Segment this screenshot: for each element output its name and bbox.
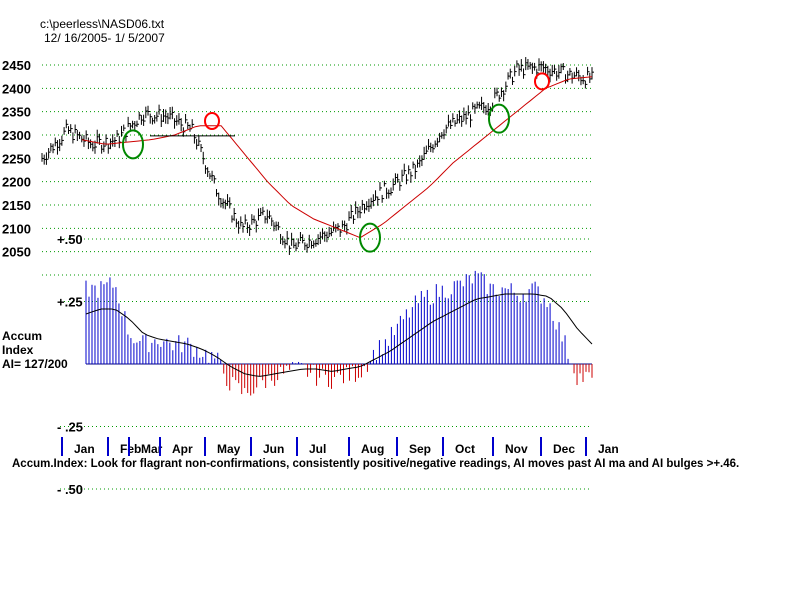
ai-ma-line — [85, 293, 593, 377]
price-tick-label: 2400 — [2, 81, 31, 96]
ai-tick-label: +.25 — [57, 295, 83, 310]
price-moving-average — [81, 76, 593, 239]
sell-signal-circle — [534, 72, 550, 91]
file-path: c:\peerless\NASD06.txt — [40, 17, 165, 31]
price-tick-label: 2100 — [2, 221, 31, 236]
buy-signal-circle — [488, 103, 510, 134]
signal-markers — [122, 72, 550, 253]
ai-tick-label: - .50 — [57, 482, 83, 497]
price-tick-label: 2300 — [2, 128, 31, 143]
ai-bars — [85, 270, 593, 396]
month-label: Nov — [505, 442, 528, 456]
month-label: Jun — [263, 442, 284, 456]
price-y-ticks: 2450240023502300225022002150210020502000 — [0, 58, 40, 283]
price-tick-label: 2350 — [2, 105, 31, 120]
sell-signal-circle — [204, 112, 220, 130]
month-label: Apr — [172, 442, 193, 456]
ai-label-value: AI= 127/200 — [2, 357, 68, 371]
tick-cover — [0, 271, 40, 283]
month-label: Jul — [309, 442, 326, 456]
month-label: Jan — [598, 442, 619, 456]
ai-label-accum: Accum — [2, 329, 43, 343]
ai-moving-average — [85, 293, 593, 377]
price-tick-label: 2450 — [2, 58, 31, 73]
ai-label-index: Index — [2, 343, 34, 357]
month-label: Aug — [361, 442, 384, 456]
buy-signal-circle — [122, 129, 144, 160]
price-tick-label: 2150 — [2, 198, 31, 213]
month-label: Jan — [74, 442, 95, 456]
buy-signal-circle — [359, 222, 381, 253]
price-tick-label: 2200 — [2, 175, 31, 190]
month-label: Mar — [141, 442, 163, 456]
month-axis: Jan Feb Mar Apr May Jun Jul Aug Sep Oct Nov Dec Jan — [61, 437, 619, 456]
month-label: Dec — [553, 442, 575, 456]
price-ma-line — [81, 76, 593, 239]
ai-tick-label: - .25 — [57, 420, 83, 435]
date-range: 12/ 16/2005- 1/ 5/2007 — [44, 31, 165, 45]
month-label: Sep — [409, 442, 431, 456]
month-label: Oct — [455, 442, 475, 456]
price-tick-label: 2250 — [2, 151, 31, 166]
ai-tick-label: +.50 — [57, 232, 83, 247]
month-label: Feb — [120, 442, 141, 456]
month-label: May — [217, 442, 241, 456]
footer-note: Accum.Index: Look for flagrant non-confi… — [12, 458, 740, 470]
ai-y-ticks: +.50 +.25 - .25 - .50 — [57, 232, 83, 497]
price-tick-label: 2050 — [2, 245, 31, 260]
price-bars — [41, 57, 594, 255]
